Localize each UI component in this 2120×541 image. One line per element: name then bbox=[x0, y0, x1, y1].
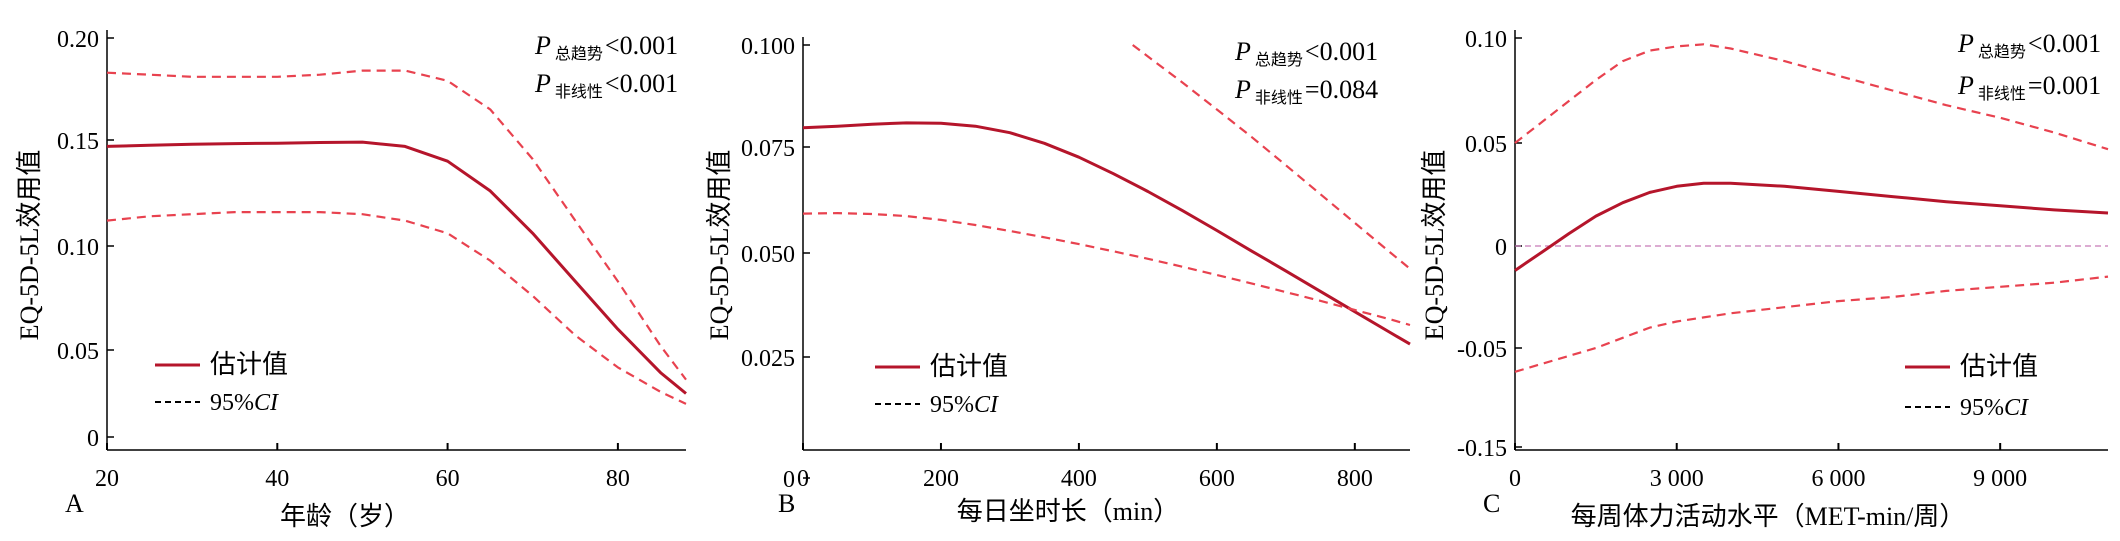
ci-line-1 bbox=[106, 69, 687, 381]
ci-line-2 bbox=[802, 212, 1411, 327]
p-value-annotation: P 非线性=0.001 bbox=[1957, 71, 2101, 103]
legend-estimate-label: 估计值 bbox=[1960, 352, 2038, 381]
p-value-annotation: P 总趋势<0.001 bbox=[1234, 37, 1378, 69]
x-tick-label: 60 bbox=[436, 466, 460, 492]
y-tick-label: 0.20 bbox=[57, 27, 99, 53]
y-tick-label: 0 bbox=[783, 467, 795, 493]
y-tick-label: 0.050 bbox=[741, 242, 795, 268]
legend: 估计值 95%CI bbox=[1905, 352, 2038, 421]
p-subscript: 非线性 bbox=[1255, 89, 1303, 107]
legend-ci-label: 95%CI bbox=[1960, 395, 2029, 421]
legend-estimate-label: 估计值 bbox=[210, 350, 288, 379]
p-subscript: 总趋势 bbox=[555, 45, 603, 63]
legend-ci-prefix: 95% bbox=[210, 390, 254, 416]
p-symbol: P bbox=[1957, 71, 1974, 100]
x-tick-label: 800 bbox=[1337, 466, 1373, 492]
legend-ci-italic: CI bbox=[974, 392, 999, 418]
y-tick-label: 0.05 bbox=[1465, 132, 1507, 158]
chart-panel-a: 0 0.05 0.10 0.15 0.20 20 40 60 80 A 年龄（岁） EQ-5D-5L效… bbox=[15, 27, 687, 531]
legend-ci-label: 95%CI bbox=[930, 392, 999, 418]
y-axis-title: EQ-5D-5L效用值 bbox=[1420, 150, 1449, 341]
legend: 估计值 95%CI bbox=[155, 350, 288, 416]
y-tick-label: 0.025 bbox=[741, 346, 795, 372]
y-tick-label: 0 bbox=[87, 426, 99, 452]
p-subscript: 总趋势 bbox=[1978, 43, 2026, 61]
x-tick-label: 40 bbox=[265, 466, 289, 492]
x-tick-label: 200 bbox=[923, 466, 959, 492]
x-tick-label: 6 000 bbox=[1811, 466, 1865, 492]
p-value: =0.001 bbox=[2028, 71, 2101, 100]
y-tick-label: 0.100 bbox=[741, 34, 795, 60]
x-axis-title: 年龄（岁） bbox=[280, 502, 410, 531]
p-subscript: 非线性 bbox=[1978, 85, 2026, 103]
legend-ci-italic: CI bbox=[2004, 395, 2029, 421]
p-value-annotation: P 非线性=0.084 bbox=[1234, 75, 1378, 107]
p-subscript: 非线性 bbox=[555, 83, 603, 101]
y-tick-label: 0.075 bbox=[741, 136, 795, 162]
panel-label: C bbox=[1483, 489, 1500, 518]
estimate-line bbox=[1514, 181, 2109, 272]
p-subscript: 总趋势 bbox=[1255, 51, 1303, 69]
chart-panel-b: 0 0.025 0.050 0.075 0.100 0 200 400 600 800 B 每日坐时长… bbox=[705, 34, 1411, 526]
p-value: <0.001 bbox=[1305, 37, 1378, 66]
p-symbol: P bbox=[1234, 37, 1251, 66]
p-symbol: P bbox=[534, 69, 551, 98]
p-value-annotation: P 总趋势<0.001 bbox=[1957, 29, 2101, 61]
chart-panel-c: -0.15 -0.05 0 0.05 0.10 0 3 000 6 000 9 000 C 每周体力… bbox=[1420, 27, 2109, 531]
y-tick-label: 0.10 bbox=[57, 235, 99, 261]
y-axis-title: EQ-5D-5L效用值 bbox=[15, 150, 44, 341]
estimate-line bbox=[802, 121, 1411, 346]
legend: 估计值 95%CI bbox=[875, 352, 1008, 418]
panel-label: A bbox=[65, 489, 84, 518]
panel-label: B bbox=[778, 489, 795, 518]
ci-line-2 bbox=[1514, 275, 2109, 373]
legend-ci-italic: CI bbox=[254, 390, 279, 416]
p-value: =0.084 bbox=[1305, 75, 1378, 104]
x-tick-label: 9 000 bbox=[1973, 466, 2027, 492]
p-symbol: P bbox=[1957, 29, 1974, 58]
y-tick-label: 0 bbox=[1495, 235, 1507, 261]
legend-ci-prefix: 95% bbox=[1960, 395, 2004, 421]
x-axis-title: 每日坐时长（min） bbox=[957, 497, 1179, 526]
p-value: <0.001 bbox=[2028, 29, 2101, 58]
x-tick-label: 3 000 bbox=[1650, 466, 1704, 492]
ci-line-1 bbox=[1132, 44, 1411, 270]
ci-line-2 bbox=[106, 211, 687, 405]
y-axis-title: EQ-5D-5L效用值 bbox=[705, 150, 734, 341]
x-tick-label: 20 bbox=[95, 466, 119, 492]
legend-estimate-label: 估计值 bbox=[930, 352, 1008, 381]
p-symbol: P bbox=[534, 31, 551, 60]
ci-line-1 bbox=[1514, 43, 2109, 151]
x-axis-title: 每周体力活动水平（MET-min/周） bbox=[1571, 502, 1966, 531]
y-tick-label: 0.15 bbox=[57, 129, 99, 155]
p-value: <0.001 bbox=[605, 69, 678, 98]
x-tick-label: 600 bbox=[1199, 466, 1235, 492]
p-value: <0.001 bbox=[605, 31, 678, 60]
p-symbol: P bbox=[1234, 75, 1251, 104]
y-tick-label: 0.10 bbox=[1465, 27, 1507, 53]
x-tick-label: 0 bbox=[1509, 466, 1521, 492]
y-tick-label: -0.05 bbox=[1457, 337, 1507, 363]
legend-ci-label: 95%CI bbox=[210, 390, 279, 416]
y-tick-label: -0.15 bbox=[1457, 436, 1507, 462]
estimate-line bbox=[106, 140, 687, 395]
p-value-annotation: P 总趋势<0.001 bbox=[534, 31, 678, 63]
legend-ci-prefix: 95% bbox=[930, 392, 974, 418]
x-tick-label: 0 bbox=[797, 466, 809, 492]
y-tick-label: 0.05 bbox=[57, 339, 99, 365]
x-tick-label: 400 bbox=[1061, 466, 1097, 492]
x-tick-label: 80 bbox=[606, 466, 630, 492]
p-value-annotation: P 非线性<0.001 bbox=[534, 69, 678, 101]
